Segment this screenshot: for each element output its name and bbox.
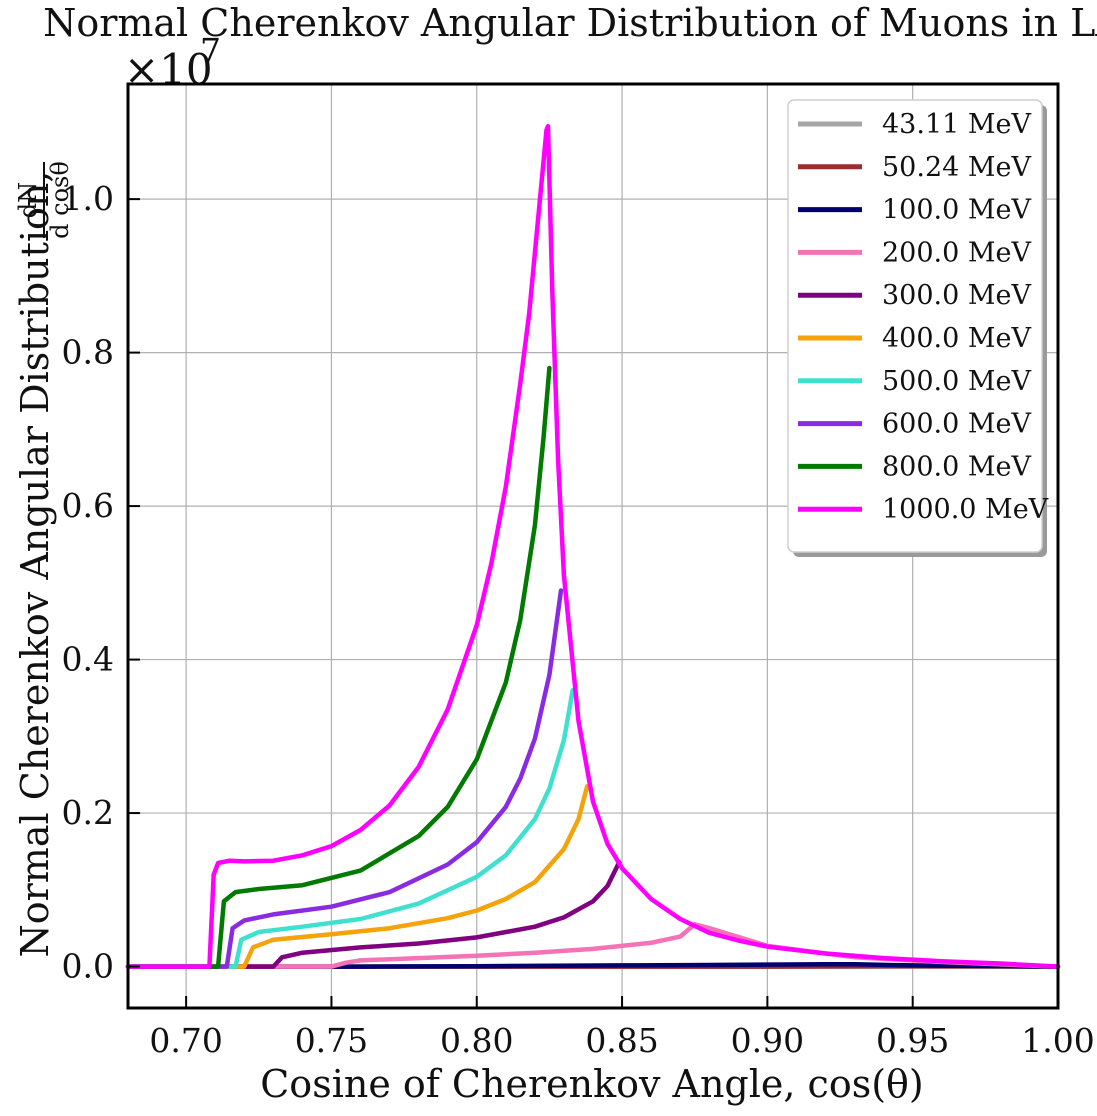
y-axis-label-text: Normal Cherenkov Angular Distribution, [13, 171, 57, 958]
y-tick-label: 0.2 [62, 793, 114, 832]
series-line [125, 783, 590, 969]
x-tick-label: 0.95 [876, 1021, 949, 1060]
legend-label: 100.0 MeV [882, 195, 1032, 226]
y-axis-label-numerator: dN [14, 182, 42, 218]
chart-title: Normal Cherenkov Angular Distribution of… [43, 1, 1097, 45]
y-tick-label: 0.6 [62, 486, 114, 525]
legend-box [787, 99, 1043, 553]
legend-label: 600.0 MeV [882, 409, 1032, 440]
series-line [125, 123, 1061, 969]
axis-ticks: 0.70 0.75 0.80 0.85 0.90 0.95 1.00 0.0 0.2 0.4 0.6… [62, 179, 1095, 1060]
legend-label: 800.0 MeV [882, 451, 1032, 482]
legend-label: 200.0 MeV [882, 237, 1032, 268]
y-axis-label-denominator: d cosθ [46, 161, 74, 239]
legend-label: 50.24 MeV [882, 152, 1032, 183]
x-tick-label: 0.80 [440, 1021, 513, 1060]
y-multiplier-exponent: 7 [200, 31, 221, 70]
series-line [125, 962, 1061, 969]
legend-label: 1000.0 MeV [882, 494, 1049, 525]
x-tick-label: 0.85 [585, 1021, 658, 1060]
x-axis-label: Cosine of Cherenkov Angle, cos(θ) [260, 1062, 924, 1106]
legend-label: 500.0 MeV [882, 366, 1032, 397]
y-tick-label: 1.0 [62, 179, 114, 218]
legend-label: 400.0 MeV [882, 323, 1032, 354]
y-tick-label: 0.4 [62, 640, 114, 679]
series-line [125, 588, 564, 969]
y-tick-label: 0.0 [62, 947, 114, 986]
x-tick-label: 0.70 [149, 1021, 222, 1060]
x-tick-label: 0.75 [295, 1021, 368, 1060]
legend: 43.11 MeV 50.24 MeV 100.0 MeV 200.0 MeV 300.… [787, 99, 1049, 557]
series-line [125, 859, 622, 969]
legend-label: 300.0 MeV [882, 280, 1032, 311]
series-line [125, 688, 575, 969]
legend-label: 43.11 MeV [882, 109, 1032, 140]
series-layer [125, 123, 1061, 969]
y-multiplier-base: ×10 [124, 45, 213, 94]
series-line [125, 365, 552, 969]
x-tick-label: 1.00 [1021, 1021, 1094, 1060]
y-tick-label: 0.8 [62, 333, 114, 372]
y-multiplier: ×10 7 [124, 31, 221, 94]
x-tick-label: 0.90 [731, 1021, 804, 1060]
plot-frame [126, 82, 1060, 1010]
y-axis-label: Normal Cherenkov Angular Distribution, d… [13, 161, 74, 957]
